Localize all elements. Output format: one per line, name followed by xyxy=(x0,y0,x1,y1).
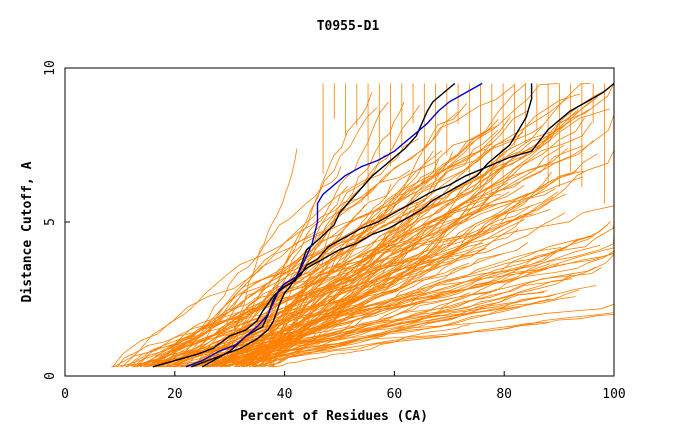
orange-series-line xyxy=(147,148,488,368)
orange-series-line xyxy=(156,244,601,368)
orange-series-line xyxy=(202,93,581,368)
orange-series-line xyxy=(173,251,554,368)
orange-series-line xyxy=(213,181,550,368)
blue-series-line xyxy=(185,82,483,368)
orange-series-line xyxy=(244,221,611,368)
orange-series-line xyxy=(237,185,525,368)
orange-series-line xyxy=(145,263,559,368)
orange-series-line xyxy=(218,185,348,367)
orange-series-line xyxy=(192,187,375,368)
y-tick-label: 10 xyxy=(43,60,58,76)
x-tick-label: 0 xyxy=(61,387,69,402)
orange-series-line xyxy=(255,278,573,368)
orange-series-line xyxy=(251,150,434,368)
x-tick-label: 100 xyxy=(602,387,625,402)
x-axis-label: Percent of Residues (CA) xyxy=(240,409,428,424)
axis-ticks: 0 20 40 60 80 100 0 5 10 xyxy=(43,60,626,402)
orange-series-line xyxy=(246,92,373,368)
orange-series-line xyxy=(191,247,562,368)
orange-series-line xyxy=(228,140,594,368)
orange-series-line xyxy=(241,101,389,367)
x-tick-label: 80 xyxy=(496,387,512,402)
x-tick-label: 60 xyxy=(387,387,403,402)
black-series-line xyxy=(191,83,533,368)
orange-series-line xyxy=(166,119,499,367)
orange-series-line xyxy=(267,213,534,368)
x-tick-label: 40 xyxy=(277,387,293,402)
orange-series-line xyxy=(164,243,421,368)
plot-frame xyxy=(64,67,615,377)
orange-series-line xyxy=(201,224,615,368)
highlight-series-group xyxy=(152,82,615,368)
orange-series-line xyxy=(153,199,615,368)
orange-series-line xyxy=(135,128,492,368)
orange-series-line xyxy=(132,200,426,368)
y-tick-label: 0 xyxy=(43,372,58,380)
chart-title: T0955-D1 xyxy=(317,19,380,34)
x-tick-label: 20 xyxy=(167,387,183,402)
orange-series-line xyxy=(147,226,427,368)
orange-series-line xyxy=(125,245,442,368)
y-tick-label: 5 xyxy=(43,218,58,226)
orange-series-line xyxy=(221,107,378,367)
orange-series-line xyxy=(224,293,557,368)
orange-series-group xyxy=(111,83,615,368)
orange-series-line xyxy=(155,288,497,368)
orange-series-line xyxy=(272,324,471,368)
orange-series-line xyxy=(219,193,566,368)
y-axis-label: Distance Cutoff, A xyxy=(20,161,35,302)
orange-series-line xyxy=(244,250,615,368)
orange-series-line xyxy=(242,116,511,368)
orange-series-line xyxy=(160,296,576,368)
orange-series-line xyxy=(236,108,579,368)
orange-series-line xyxy=(121,84,515,368)
orange-series-line xyxy=(269,292,428,368)
orange-series-line xyxy=(268,83,591,368)
orange-series-line xyxy=(233,87,610,368)
orange-series-line xyxy=(235,248,429,368)
orange-series-line xyxy=(139,252,615,368)
orange-series-line xyxy=(187,122,568,368)
orange-series-line xyxy=(253,159,440,368)
orange-series-line xyxy=(150,201,503,368)
